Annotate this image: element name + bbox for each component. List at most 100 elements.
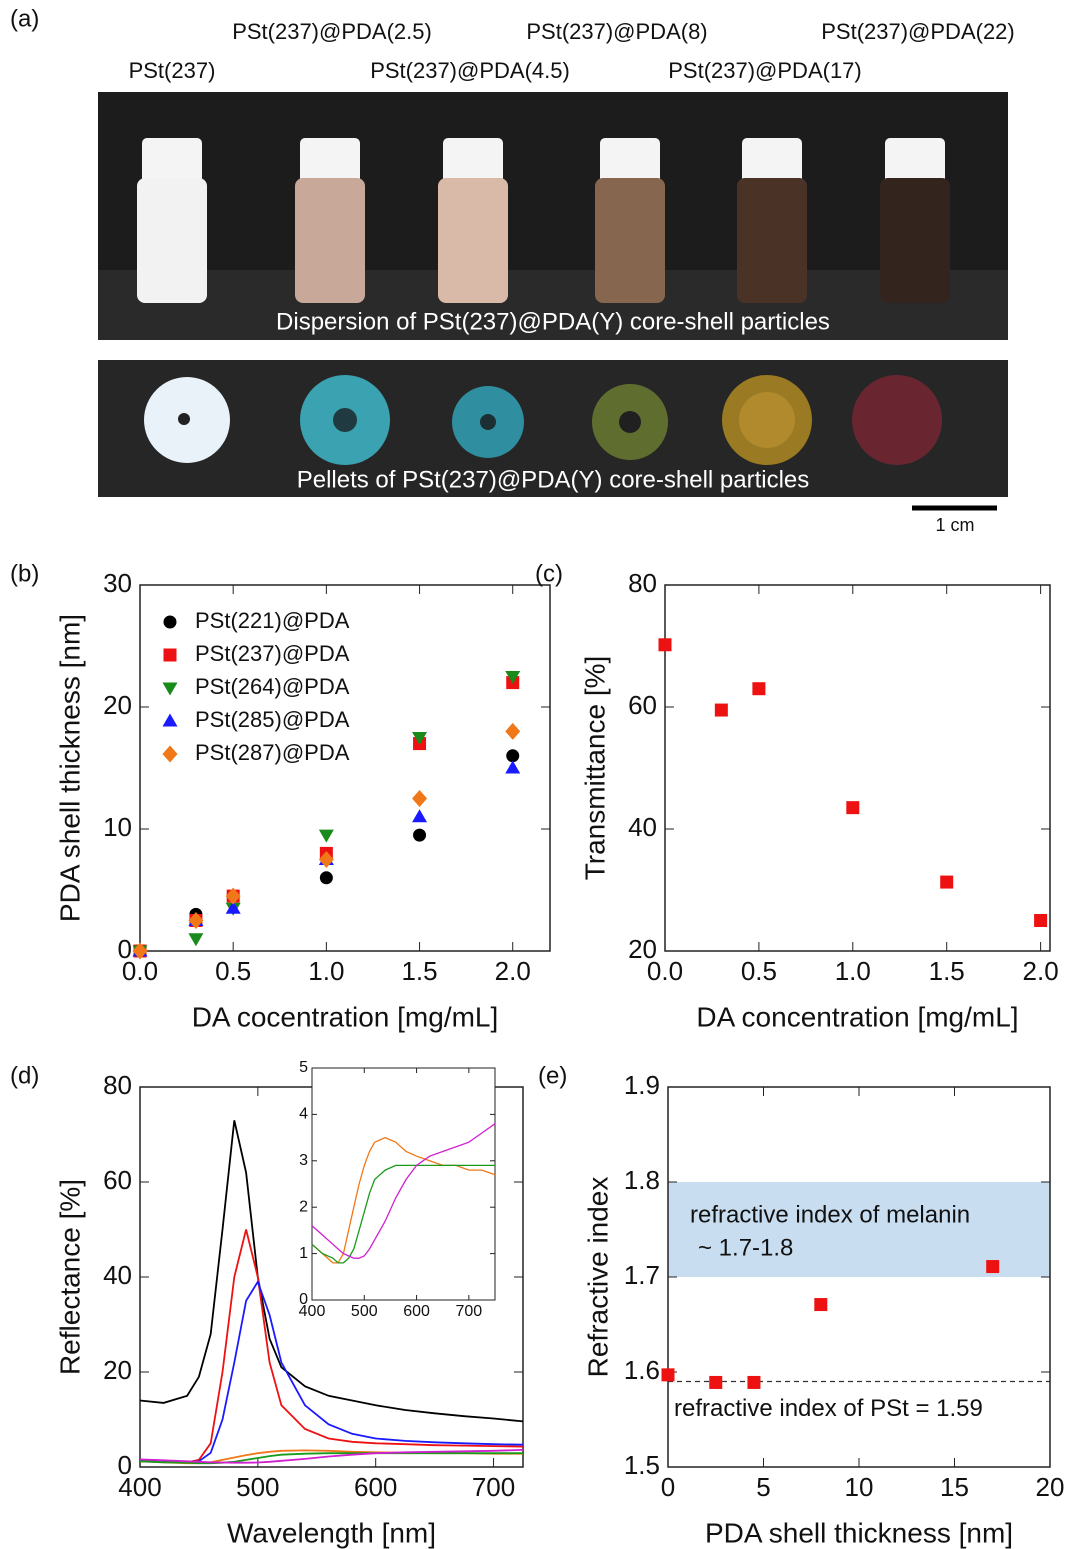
y-tick-label: 0 <box>118 1450 132 1480</box>
y-tick-label: 0 <box>118 934 132 964</box>
marker <box>412 732 428 745</box>
y-tick-label: 1.7 <box>624 1260 660 1290</box>
y-tick-label: 0 <box>299 1291 308 1308</box>
marker <box>412 809 428 823</box>
y-tick-label: 1.5 <box>624 1450 660 1480</box>
y-tick-label: 40 <box>628 812 657 842</box>
marker <box>132 942 148 960</box>
x-tick-label: 0 <box>661 1472 675 1502</box>
sample-label: PSt(237)@PDA(2.5) <box>232 19 432 44</box>
x-tick-label: 2.0 <box>1023 956 1059 986</box>
panel-label: (a) <box>10 5 39 32</box>
y-tick-label: 1 <box>299 1245 308 1262</box>
y-axis-label: Reflectance [%] <box>54 1179 85 1375</box>
y-tick-label: 1.6 <box>624 1355 660 1385</box>
band-label: ~ 1.7-1.8 <box>698 1234 793 1261</box>
legend-marker <box>162 682 178 696</box>
legend-marker <box>163 648 177 662</box>
panel-label: (c) <box>535 560 563 587</box>
pellet-photo <box>98 360 1008 497</box>
line <box>139 1452 523 1465</box>
line <box>139 1120 524 1423</box>
x-tick-label: 0.0 <box>122 956 158 986</box>
line <box>139 1449 524 1464</box>
x-axis-label: Wavelength [nm] <box>227 1517 436 1548</box>
marker <box>714 703 728 717</box>
reference-label: refractive index of PSt = 1.59 <box>674 1395 983 1422</box>
x-tick-label: 1.0 <box>835 956 871 986</box>
marker <box>319 871 333 885</box>
x-tick-label: 0.5 <box>215 956 251 986</box>
y-tick-label: 20 <box>103 1355 132 1385</box>
x-tick-label: 600 <box>403 1303 430 1320</box>
x-axis-label: PDA shell thickness [nm] <box>705 1517 1013 1548</box>
x-tick-label: 400 <box>299 1303 326 1320</box>
x-tick-label: 700 <box>472 1472 515 1502</box>
photo-caption: Pellets of PSt(237)@PDA(Y) core-shell pa… <box>297 466 810 493</box>
marker <box>814 1298 828 1312</box>
panel-label: (b) <box>10 560 39 587</box>
marker <box>318 851 334 868</box>
y-tick-label: 5 <box>299 1059 308 1076</box>
legend-label: PSt(287)@PDA <box>195 740 350 765</box>
plot-frame <box>311 1067 496 1301</box>
y-tick-label: 30 <box>103 568 132 598</box>
photo-caption: Dispersion of PSt(237)@PDA(Y) core-shell… <box>276 308 830 335</box>
marker <box>661 1368 675 1382</box>
dispersion-photo <box>98 92 1008 340</box>
y-axis-label: Refractive index <box>582 1177 613 1378</box>
marker <box>986 1260 1000 1274</box>
y-tick-label: 20 <box>103 690 132 720</box>
sample-label: PSt(237)@PDA(4.5) <box>370 58 570 83</box>
line <box>139 1279 524 1464</box>
x-tick-label: 15 <box>940 1472 969 1502</box>
x-tick-label: 1.5 <box>929 956 965 986</box>
marker <box>505 671 521 684</box>
x-axis-label: DA cocentration [mg/mL] <box>192 1001 499 1032</box>
y-tick-label: 2 <box>299 1198 308 1215</box>
legend-label: PSt(221)@PDA <box>195 608 350 633</box>
y-tick-label: 3 <box>299 1152 308 1169</box>
marker <box>747 1375 761 1389</box>
marker <box>188 912 204 929</box>
x-tick-label: 600 <box>354 1472 397 1502</box>
y-tick-label: 1.8 <box>624 1165 660 1195</box>
y-tick-label: 20 <box>628 934 657 964</box>
y-tick-label: 40 <box>103 1260 132 1290</box>
sample-label: PSt(237)@PDA(22) <box>821 19 1015 44</box>
marker <box>846 801 860 815</box>
sample-label: PSt(237)@PDA(8) <box>526 19 707 44</box>
x-axis-label: DA concentration [mg/mL] <box>696 1001 1018 1032</box>
y-tick-label: 80 <box>103 1070 132 1100</box>
y-tick-label: 4 <box>299 1106 308 1123</box>
marker <box>658 638 672 652</box>
marker <box>505 722 521 740</box>
marker <box>940 875 954 889</box>
y-axis-label: PDA shell thickness [nm] <box>54 614 85 922</box>
sample-label: PSt(237)@PDA(17) <box>668 58 862 83</box>
x-tick-label: 2.0 <box>495 956 531 986</box>
line <box>139 1229 524 1464</box>
line <box>311 1123 496 1259</box>
marker <box>1034 914 1048 927</box>
marker <box>506 749 520 763</box>
x-tick-label: 1.5 <box>401 956 437 986</box>
panel-label: (d) <box>10 1062 39 1089</box>
x-tick-label: 500 <box>236 1472 279 1502</box>
marker <box>318 829 334 843</box>
x-tick-label: 1.0 <box>308 956 344 986</box>
x-tick-label: 0.5 <box>741 956 777 986</box>
marker <box>752 682 766 696</box>
y-axis-label: Transmittance [%] <box>579 656 610 881</box>
x-tick-label: 10 <box>845 1472 874 1502</box>
legend-marker <box>162 713 178 727</box>
y-tick-label: 1.9 <box>624 1070 660 1100</box>
legend-label: PSt(237)@PDA <box>195 641 350 666</box>
x-tick-label: 0.0 <box>647 956 683 986</box>
x-tick-label: 5 <box>756 1472 770 1502</box>
panel-label: (e) <box>538 1062 567 1089</box>
marker <box>225 887 241 905</box>
legend-marker <box>162 745 178 763</box>
marker <box>413 828 427 842</box>
